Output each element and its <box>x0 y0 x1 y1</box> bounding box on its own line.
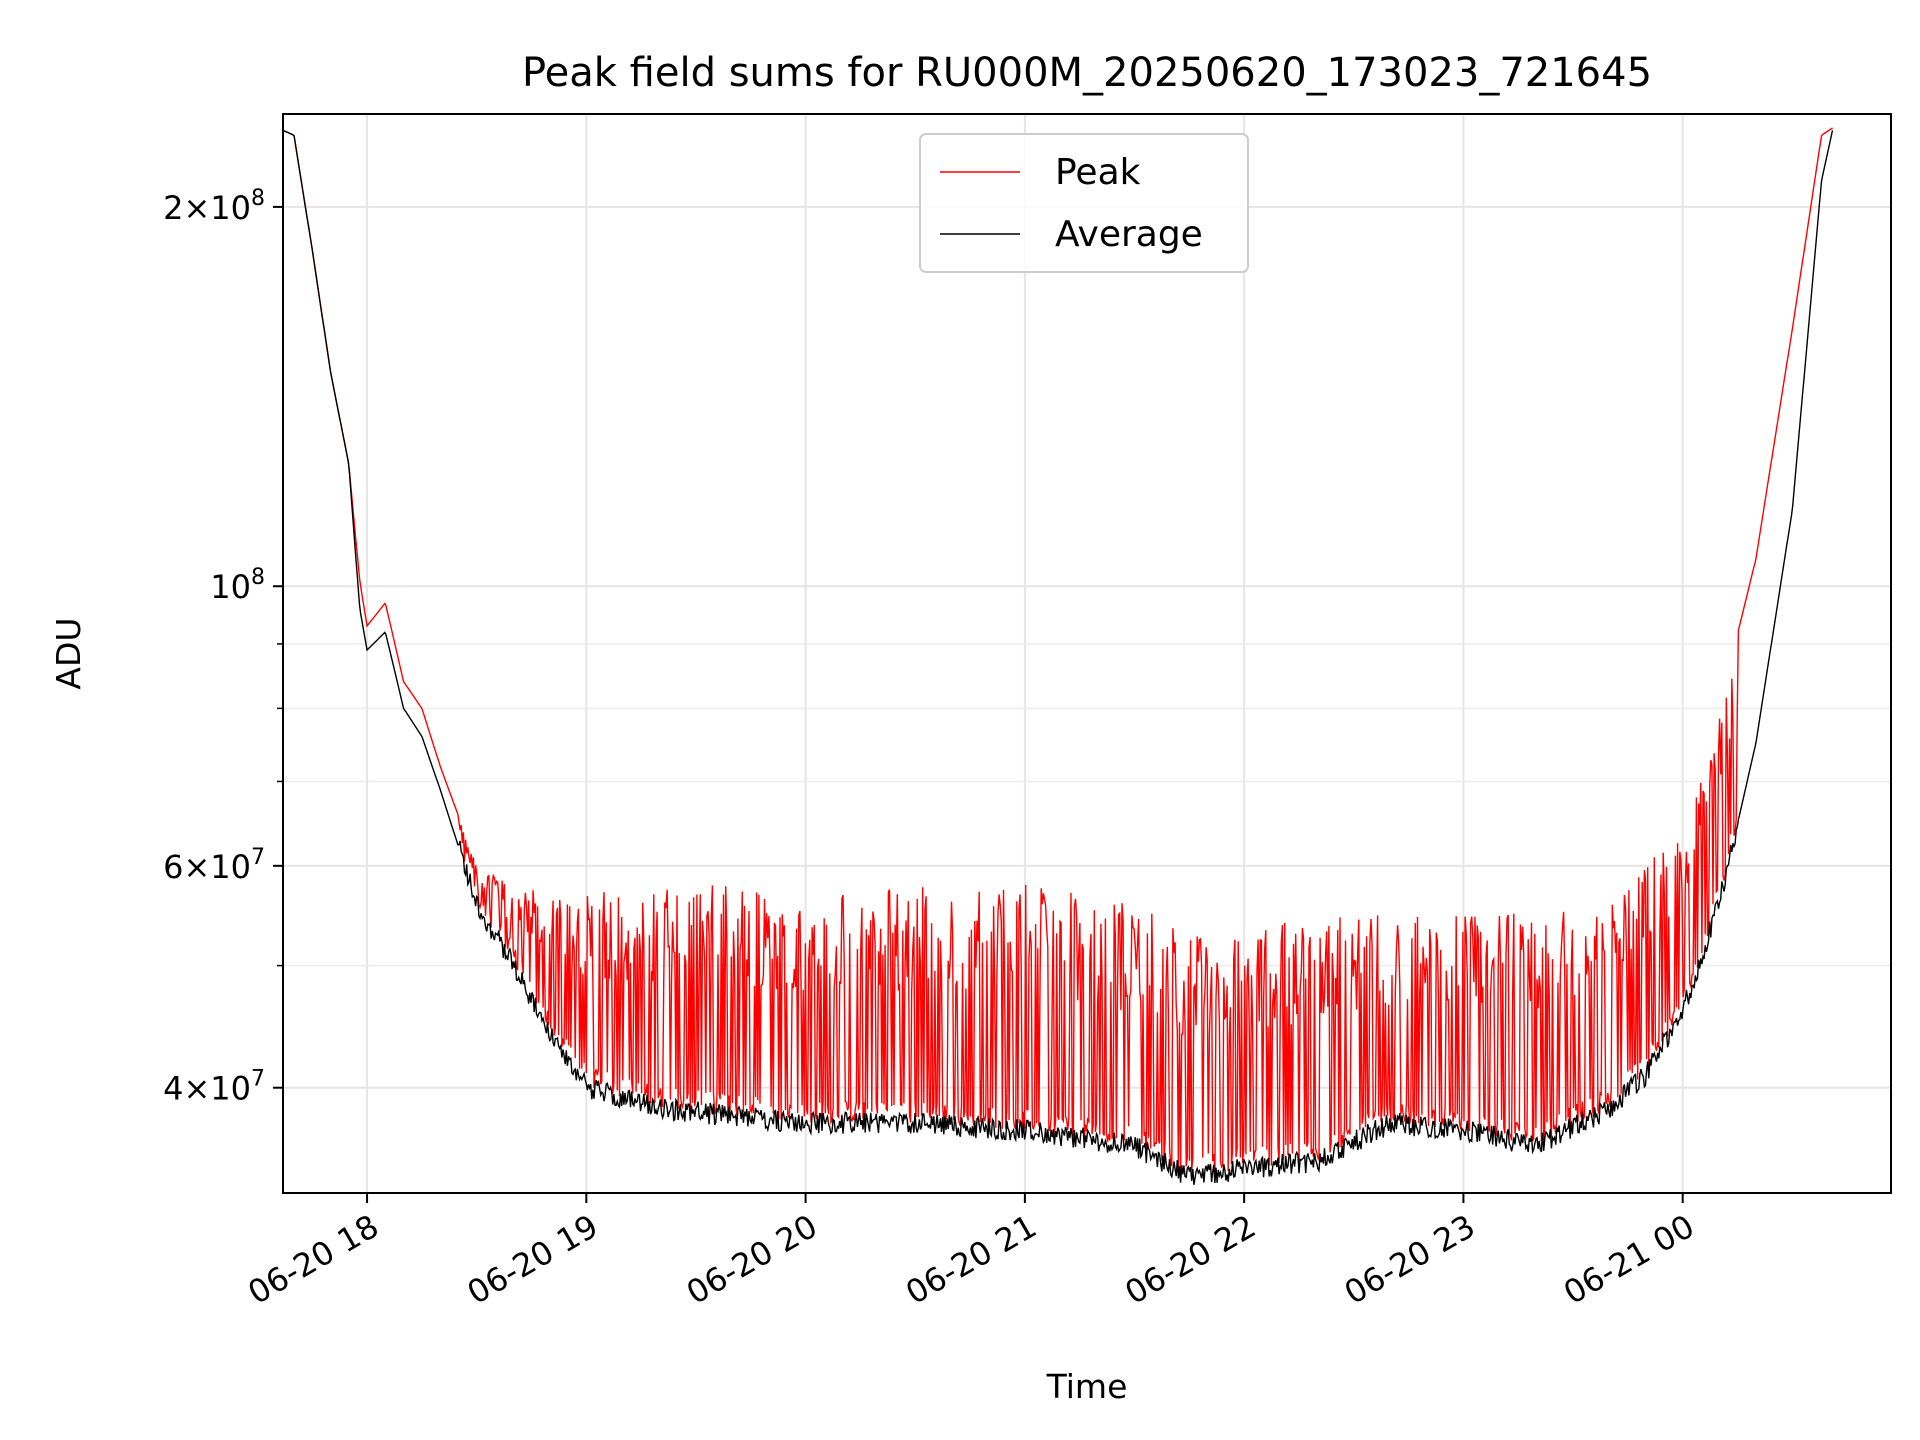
x-tick-label: 06-20 19 <box>461 1207 605 1312</box>
y-tick-label: 4×107 <box>163 1067 265 1108</box>
grid-lines <box>283 114 1891 1193</box>
y-axis-title: ADU <box>49 617 88 689</box>
plot-frame <box>282 113 1892 1194</box>
x-tick-label: 06-20 23 <box>1338 1207 1482 1312</box>
x-tick-label: 06-20 18 <box>241 1207 385 1312</box>
x-tick-label: 06-20 22 <box>1119 1207 1263 1312</box>
y-tick-label: 6×107 <box>163 845 265 886</box>
series-peak-line <box>283 127 1833 1173</box>
x-axis-title: Time <box>1046 1367 1128 1406</box>
chart-title: Peak field sums for RU000M_20250620_1730… <box>522 50 1652 96</box>
legend-label-peak: Peak <box>1055 152 1141 193</box>
series-layer <box>283 127 1834 1185</box>
x-tick-label: 06-20 21 <box>899 1207 1043 1312</box>
x-tick-label: 06-20 20 <box>680 1207 824 1312</box>
x-tick-label: 06-21 00 <box>1557 1207 1701 1312</box>
legend-label-average: Average <box>1055 214 1203 255</box>
axis-ticks: 06-20 18 06-20 19 06-20 20 06-20 21 06-20 22… <box>163 186 1701 1312</box>
legend: Peak Average <box>919 133 1249 273</box>
y-tick-label: 2×108 <box>163 186 265 227</box>
series-average-line <box>283 129 1834 1185</box>
y-tick-label: 108 <box>210 565 265 606</box>
legend-box <box>919 133 1249 273</box>
